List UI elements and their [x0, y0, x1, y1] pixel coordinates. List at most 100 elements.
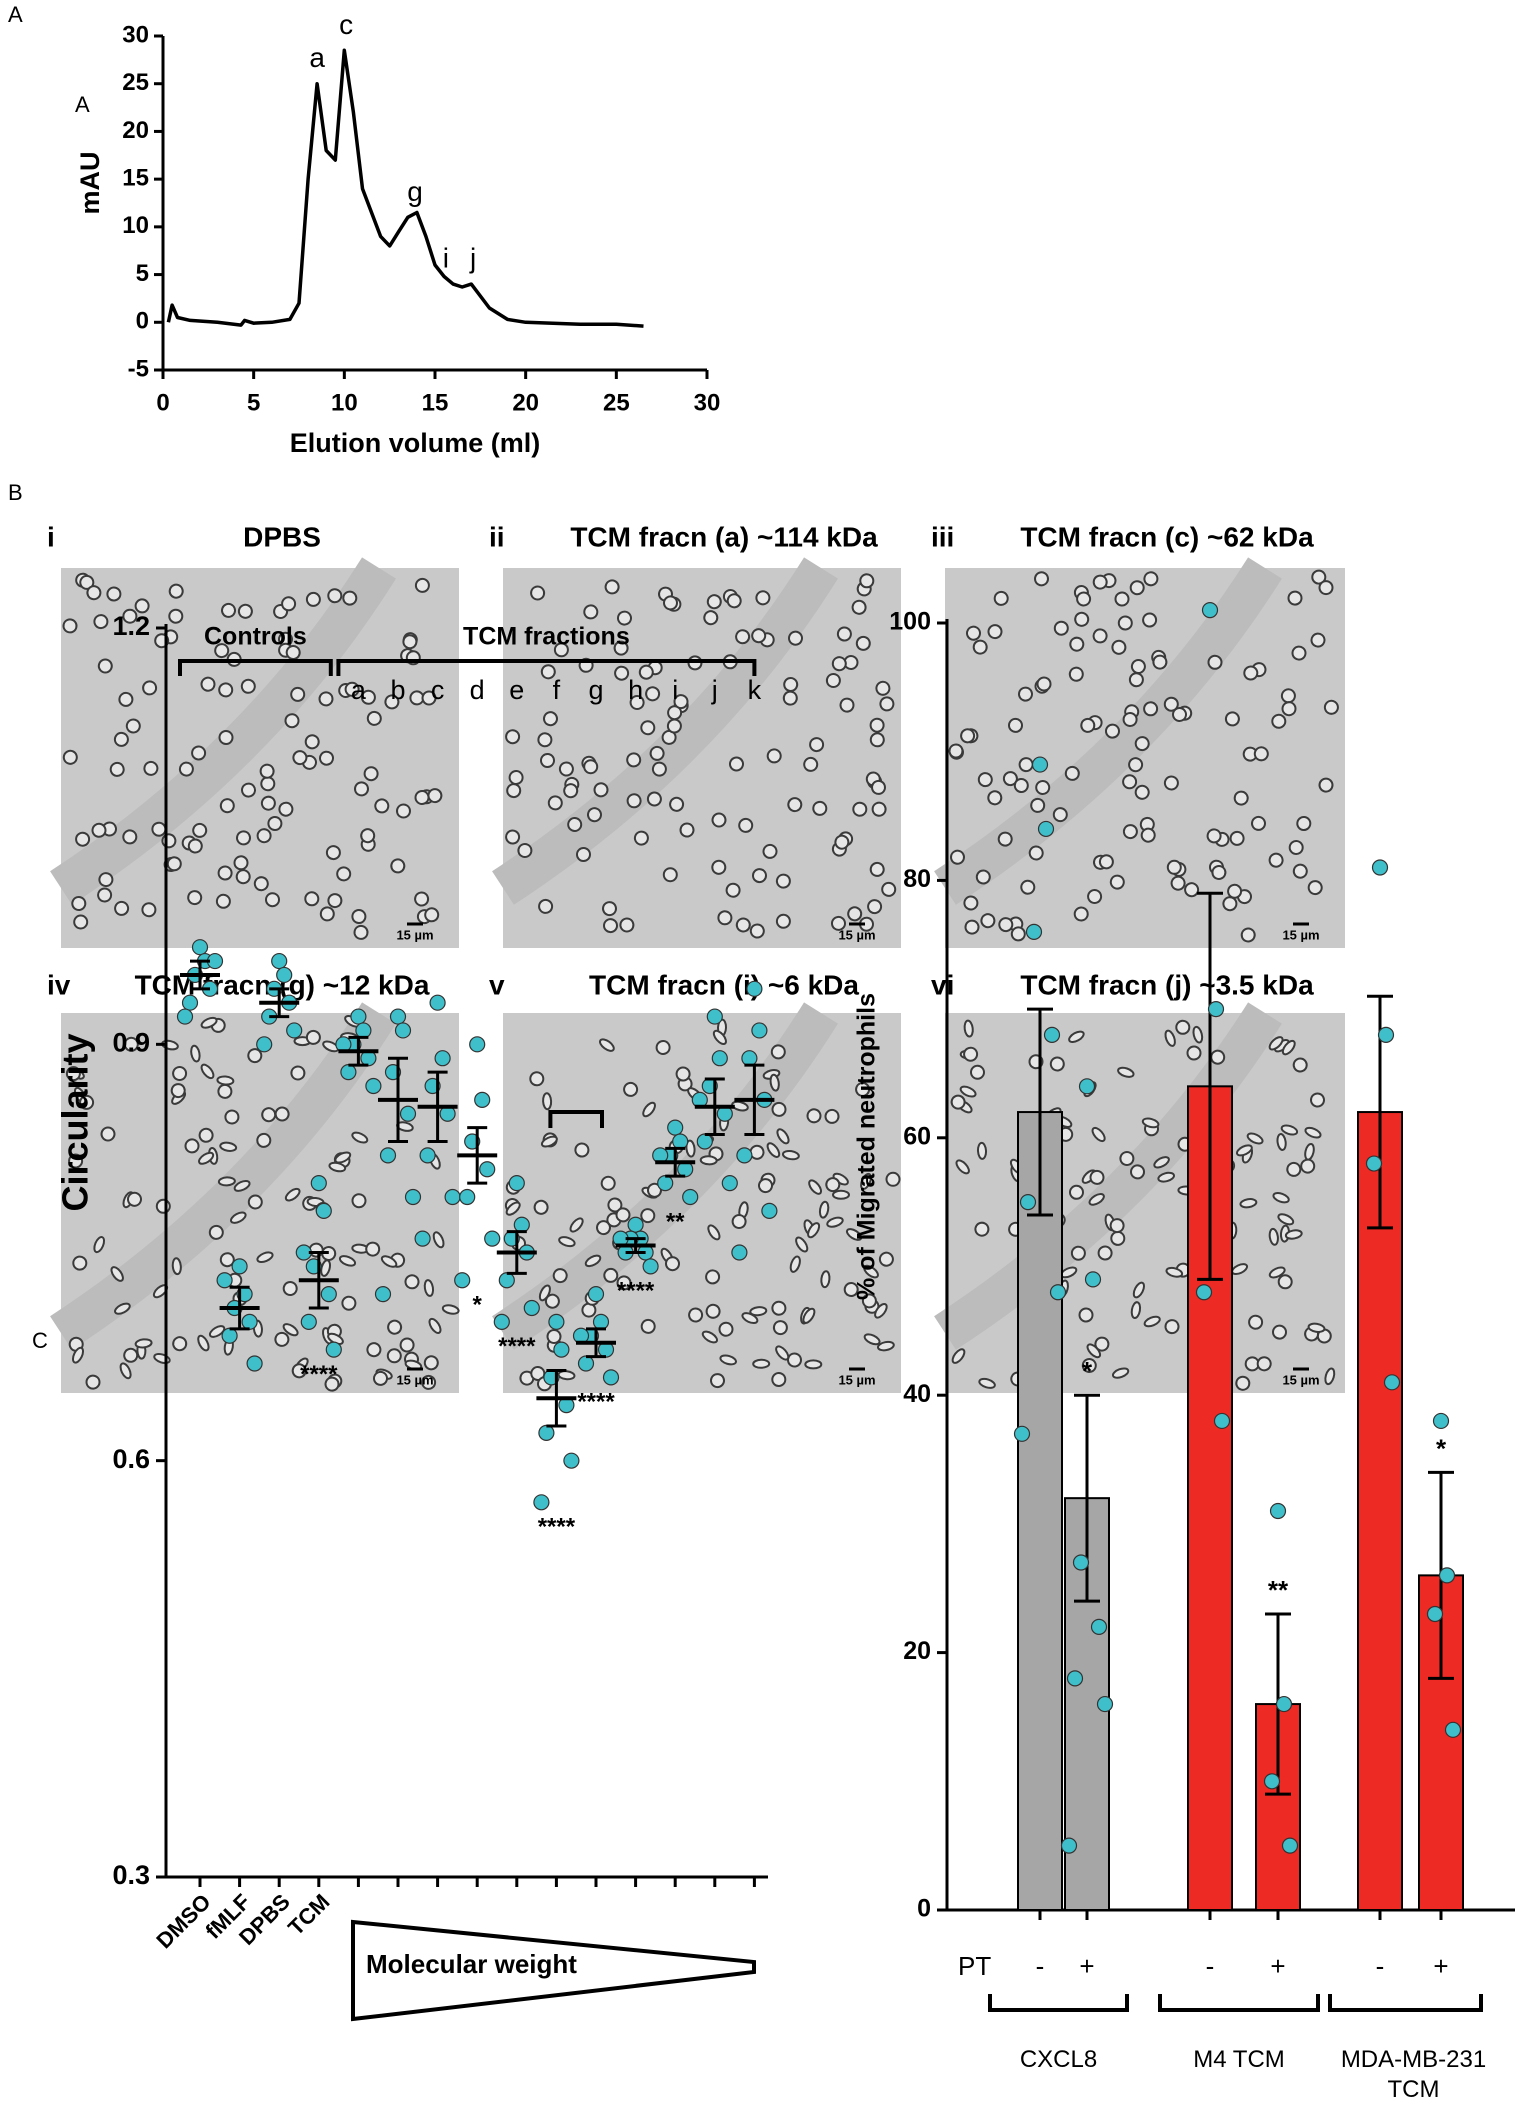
- cell: [540, 664, 556, 680]
- significance-label: ****: [577, 1389, 615, 1416]
- cell: [529, 1071, 545, 1087]
- cell: [770, 1044, 786, 1060]
- cell: [1310, 632, 1326, 648]
- cell: [1013, 778, 1029, 793]
- cell: [229, 1211, 247, 1224]
- data-point: [1049, 1284, 1067, 1301]
- cell: [705, 1303, 721, 1319]
- group-bracket: [1158, 1994, 1320, 2012]
- cell: [836, 626, 852, 642]
- cell: [675, 1066, 691, 1082]
- cell: [735, 917, 751, 933]
- cell: [265, 892, 280, 908]
- cell: [749, 1306, 768, 1317]
- cell: [751, 628, 767, 644]
- micrograph-numeral: vi: [931, 969, 954, 1000]
- cell: [324, 1376, 340, 1392]
- micrograph-background: [503, 568, 901, 948]
- data-point: [1019, 1194, 1037, 1211]
- cell: [552, 1268, 568, 1284]
- cell: [1172, 707, 1188, 722]
- data-point: [276, 966, 293, 984]
- cell: [1028, 845, 1044, 861]
- cell: [1114, 591, 1130, 607]
- cell: [187, 890, 203, 906]
- cell: [319, 906, 335, 922]
- x-tick-label: +: [1433, 1951, 1448, 1981]
- cell: [274, 1106, 290, 1122]
- cell: [603, 1267, 619, 1283]
- cell: [200, 1063, 215, 1080]
- cell: [233, 1179, 251, 1192]
- cell: [542, 1092, 553, 1111]
- cell: [806, 1108, 822, 1124]
- cell: [218, 682, 234, 698]
- cell: [402, 634, 418, 650]
- data-point: [667, 1119, 684, 1136]
- cell: [114, 900, 130, 916]
- cell: [65, 1066, 81, 1082]
- cell: [875, 680, 891, 696]
- cell: [963, 1019, 974, 1038]
- cell: [118, 691, 134, 707]
- cell: [1053, 620, 1069, 636]
- cell: [390, 858, 406, 874]
- cell: [1170, 875, 1186, 891]
- cell: [1002, 771, 1018, 787]
- cell: [987, 790, 1003, 806]
- cell: [749, 923, 765, 939]
- cell: [366, 1342, 382, 1358]
- significance-label: ****: [538, 1514, 576, 1541]
- cell: [963, 895, 979, 911]
- cell: [168, 608, 184, 624]
- cell: [1268, 1036, 1284, 1051]
- scale-bar-label: 15 µm: [838, 1372, 875, 1387]
- data-point: [1207, 1000, 1225, 1018]
- x-tick-label: +: [1270, 1951, 1285, 1981]
- cell: [395, 803, 411, 819]
- cell: [290, 686, 306, 702]
- significance-label: ****: [617, 1278, 655, 1305]
- cell: [781, 1149, 800, 1161]
- cell: [645, 686, 661, 702]
- data-point: [404, 1188, 422, 1206]
- panel-tag: A: [75, 92, 90, 117]
- cell: [208, 1224, 224, 1240]
- cell: [1280, 688, 1296, 704]
- data-point: [1025, 923, 1043, 940]
- cell: [1271, 1324, 1287, 1340]
- cell: [843, 1282, 859, 1297]
- cell: [567, 817, 583, 832]
- cell: [998, 917, 1014, 933]
- cell: [776, 1128, 790, 1145]
- data-point: [1377, 1026, 1395, 1043]
- data-point: [300, 1313, 317, 1330]
- micrograph-numeral: i: [47, 521, 55, 552]
- cell: [360, 689, 376, 705]
- y-tick-label: 5: [136, 260, 149, 287]
- cell: [1097, 1245, 1113, 1261]
- y-tick-label: 60: [903, 1122, 931, 1150]
- cell: [387, 1319, 403, 1335]
- cell: [584, 1254, 602, 1268]
- cell: [421, 690, 437, 706]
- cell: [976, 1141, 988, 1160]
- data-point: [1031, 756, 1049, 773]
- y-tick-label: 25: [122, 69, 149, 96]
- cell: [233, 855, 249, 871]
- cell: [1142, 612, 1158, 628]
- cell: [629, 695, 645, 710]
- cell: [98, 872, 114, 888]
- cell: [122, 608, 138, 624]
- cell: [247, 1194, 263, 1210]
- data-point: [379, 1147, 397, 1164]
- cell: [762, 843, 778, 859]
- cell: [143, 760, 159, 776]
- cell: [85, 1374, 101, 1390]
- data-point: [320, 1286, 337, 1303]
- cell: [752, 1358, 771, 1369]
- x-tick-label: a: [351, 675, 367, 705]
- bar: [1357, 1111, 1403, 1912]
- data-point: [394, 1022, 412, 1039]
